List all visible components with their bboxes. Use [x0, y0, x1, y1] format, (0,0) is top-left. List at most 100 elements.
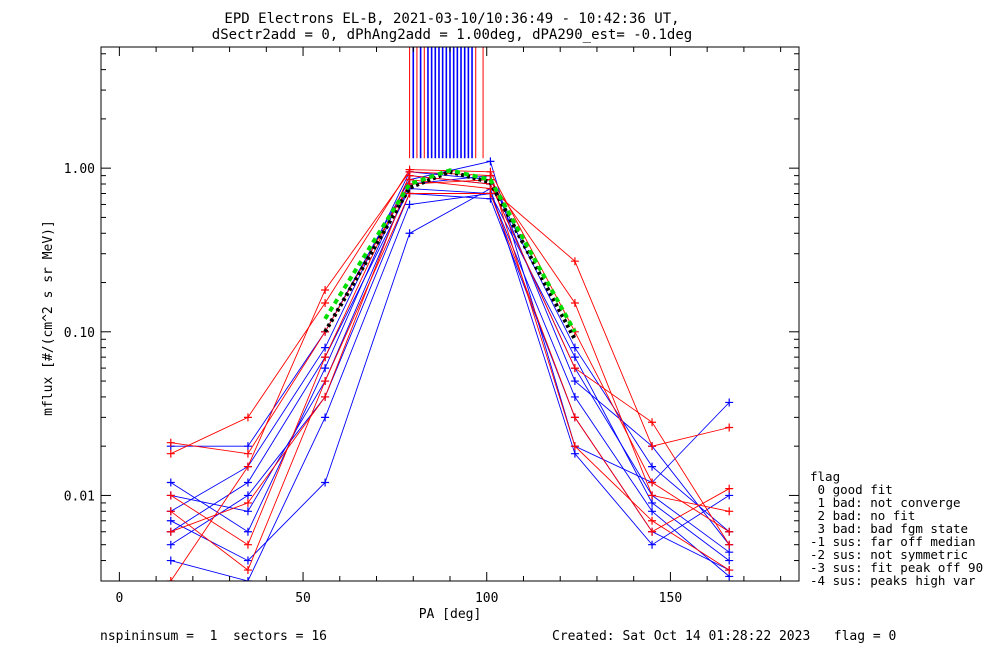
data-point	[648, 540, 657, 549]
legend-item: -4 sus: peaks high var	[810, 573, 976, 588]
x-tick-label: 50	[295, 591, 311, 606]
y-axis-label: mflux [#/(cm^2 s sr MeV)]	[41, 220, 56, 416]
data-point	[166, 577, 175, 581]
fit-curve-green	[323, 168, 577, 333]
data-point	[321, 286, 330, 295]
data-point	[166, 507, 175, 516]
x-axis-label: PA [deg]	[419, 607, 482, 622]
data-point	[725, 423, 734, 432]
data-point	[321, 364, 330, 373]
data-point	[725, 566, 734, 575]
y-tick-label: 0.10	[64, 326, 95, 341]
data-point	[166, 527, 175, 536]
data-point	[570, 364, 579, 373]
data-point	[570, 343, 579, 352]
legend-item: -1 sus: far off median	[810, 534, 976, 549]
data-point	[725, 540, 734, 549]
data-point	[570, 442, 579, 451]
series-group	[166, 47, 734, 581]
data-point	[243, 498, 252, 507]
series-line	[170, 193, 730, 571]
legend-item: 1 bad: not converge	[810, 495, 961, 510]
data-point	[166, 556, 175, 565]
legend-item: -2 sus: not symmetric	[810, 547, 968, 562]
series-line	[170, 171, 730, 533]
x-tick-label: 0	[115, 591, 123, 606]
footer-created-info: Created: Sat Oct 14 01:28:22 2023 flag =…	[552, 629, 896, 644]
data-point	[166, 478, 175, 487]
series-line	[170, 171, 730, 581]
legend-item: 0 good fit	[810, 482, 893, 497]
data-point	[570, 377, 579, 386]
data-point	[648, 491, 657, 500]
data-point	[166, 491, 175, 500]
data-point	[243, 449, 252, 458]
data-point	[486, 189, 495, 198]
data-point	[725, 507, 734, 516]
data-point	[166, 540, 175, 549]
data-point	[648, 498, 657, 507]
data-point	[243, 462, 252, 471]
chart-title-line2: dSectr2add = 0, dPhAng2add = 1.00deg, dP…	[212, 27, 692, 43]
x-tick-label: 150	[659, 591, 682, 606]
data-point	[570, 449, 579, 458]
data-point	[243, 478, 252, 487]
data-point	[243, 577, 252, 581]
legend-item: 2 bad: no fit	[810, 508, 915, 523]
legend-title: flag	[810, 469, 840, 484]
series-line	[170, 193, 730, 571]
data-point	[725, 491, 734, 500]
data-point	[725, 556, 734, 565]
data-point	[725, 548, 734, 557]
data-point	[243, 413, 252, 422]
data-point	[243, 556, 252, 565]
series-line	[170, 187, 730, 562]
data-point	[405, 200, 414, 209]
axis-layer: 0 50 100 150 0.01 0.10 1.00	[64, 47, 799, 606]
data-point	[321, 478, 330, 487]
data-point	[725, 527, 734, 536]
data-point	[405, 229, 414, 238]
data-point	[321, 413, 330, 422]
series-line	[170, 175, 730, 553]
series-line	[170, 188, 730, 561]
y-tick-label: 0.01	[64, 489, 95, 504]
data-layer	[166, 47, 734, 581]
data-point	[570, 298, 579, 307]
series-line	[170, 193, 730, 581]
series-line	[170, 175, 730, 546]
data-point	[243, 507, 252, 516]
series-line	[170, 179, 730, 533]
data-point	[321, 353, 330, 362]
series-line	[170, 175, 730, 545]
data-point	[321, 298, 330, 307]
legend-item: 3 bad: bad fgm state	[810, 521, 968, 536]
chart-title-line1: EPD Electrons EL-B, 2021-03-10/10:36:49 …	[224, 11, 679, 27]
data-point	[243, 491, 252, 500]
data-point	[243, 442, 252, 451]
data-point	[570, 353, 579, 362]
data-point	[648, 418, 657, 427]
data-point	[570, 392, 579, 401]
legend: 0 good fit 1 bad: not converge 2 bad: no…	[810, 482, 983, 588]
data-point	[243, 566, 252, 575]
data-point	[166, 449, 175, 458]
footer-spin-info: nspininsum = 1 sectors = 16	[100, 629, 327, 644]
data-point	[486, 157, 495, 166]
data-point	[648, 478, 657, 487]
data-point	[725, 484, 734, 493]
data-point	[166, 516, 175, 525]
data-point	[243, 527, 252, 536]
x-tick-label: 100	[475, 591, 498, 606]
legend-item: -3 sus: fit peak off 90	[810, 560, 983, 575]
data-point	[321, 343, 330, 352]
data-point	[321, 377, 330, 386]
data-point	[648, 516, 657, 525]
data-point	[725, 398, 734, 407]
data-point	[570, 257, 579, 266]
data-point	[405, 167, 414, 176]
data-point	[570, 413, 579, 422]
data-point	[648, 527, 657, 536]
data-point	[648, 507, 657, 516]
